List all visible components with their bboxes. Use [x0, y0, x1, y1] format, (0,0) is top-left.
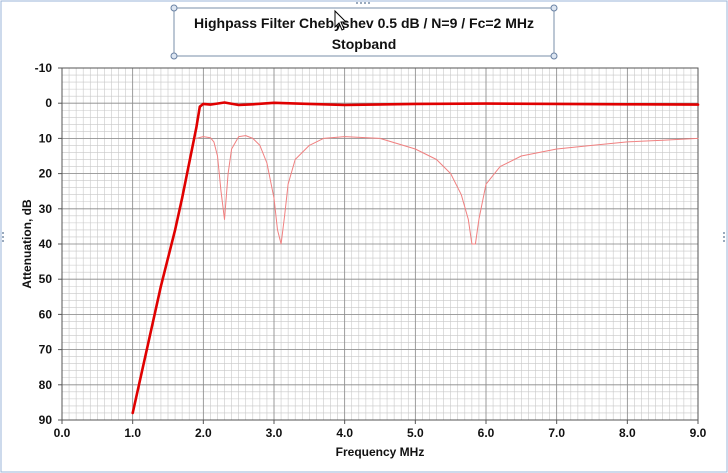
- y-axis-ticks: -10 0 10 20 30 40 50 60 70 80 90: [35, 61, 62, 427]
- series-layer: [131, 101, 700, 415]
- chart-subtitle: Stopband: [332, 36, 397, 52]
- series-line-2: [195, 135, 699, 245]
- chart-title: Highpass Filter Chebyshev 0.5 dB / N=9 /…: [194, 15, 534, 31]
- y-tick-label: 50: [39, 272, 53, 286]
- title-handle-top-right[interactable]: [550, 4, 558, 12]
- x-tick-label: 8.0: [619, 426, 636, 440]
- x-tick-label: 1.0: [124, 426, 141, 440]
- x-tick-label: 7.0: [548, 426, 565, 440]
- x-tick-label: 3.0: [266, 426, 283, 440]
- x-tick-label: 2.0: [195, 426, 212, 440]
- chart-resize-handle-top[interactable]: [356, 2, 370, 4]
- y-tick-label: 70: [39, 343, 53, 357]
- title-selection-frame: [173, 7, 555, 57]
- x-tick-label: 0.0: [54, 426, 71, 440]
- x-tick-label: 6.0: [478, 426, 495, 440]
- y-tick-label: 90: [39, 413, 53, 427]
- title-handle-bottom-right[interactable]: [550, 52, 558, 60]
- x-tick-label: 5.0: [407, 426, 424, 440]
- y-tick-label: 30: [39, 202, 53, 216]
- x-axis-title: Frequency MHz: [336, 445, 425, 459]
- x-axis-ticks: 0.0 1.0 2.0 3.0 4.0 5.0 6.0 7.0 8.0 9.0: [54, 420, 707, 440]
- y-tick-label: 10: [39, 131, 53, 145]
- x-tick-label: 4.0: [336, 426, 353, 440]
- chart-resize-handle-left[interactable]: [2, 232, 4, 242]
- mouse-pointer-icon: [334, 9, 348, 31]
- y-tick-label: 0: [45, 96, 52, 110]
- y-tick-label: 40: [39, 237, 53, 251]
- y-tick-label: 80: [39, 378, 53, 392]
- title-handle-top-left[interactable]: [170, 4, 178, 12]
- chart-title-box[interactable]: Highpass Filter Chebyshev 0.5 dB / N=9 /…: [170, 4, 558, 60]
- y-axis-title: Attenuation, dB: [20, 199, 34, 289]
- chart-resize-handle-right[interactable]: [723, 232, 725, 242]
- y-tick-label: 60: [39, 307, 53, 321]
- x-tick-label: 9.0: [690, 426, 707, 440]
- y-tick-label: 20: [39, 167, 53, 181]
- series-line-1: [131, 101, 700, 415]
- y-tick-label: -10: [35, 61, 53, 75]
- title-handle-bottom-left[interactable]: [170, 52, 178, 60]
